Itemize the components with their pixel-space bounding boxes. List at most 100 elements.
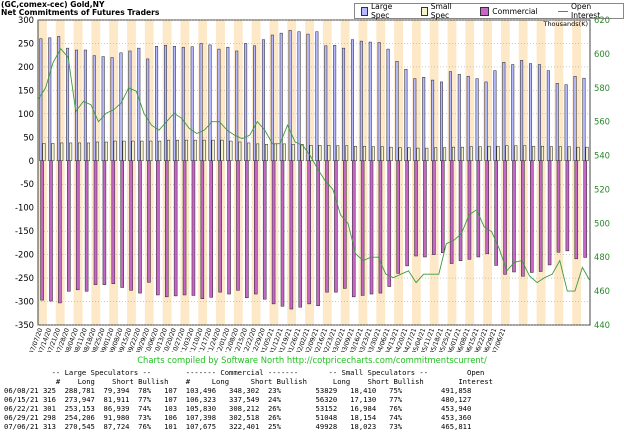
large-spec-bar: [92, 55, 96, 162]
right-axis-tick-label: 540: [594, 151, 610, 161]
small-spec-bar: [425, 147, 429, 162]
legend-swatch: [480, 6, 490, 16]
large-spec-bar: [110, 57, 114, 162]
commercial-bar: [218, 160, 222, 293]
left-axis-tick-label: -150: [15, 226, 34, 236]
commercial-bar: [556, 160, 561, 253]
small-spec-bar: [362, 145, 366, 162]
small-spec-bar: [380, 146, 384, 162]
small-spec-bar: [487, 145, 491, 162]
commercial-bar: [200, 160, 205, 299]
large-spec-bar: [537, 64, 541, 162]
large-spec-bar: [253, 45, 257, 162]
credit-text[interactable]: Charts compiled by Software North http:/…: [137, 355, 487, 365]
right-axis-tick-label: 460: [594, 286, 610, 296]
right-axis-unit: Thousands(K): [542, 20, 588, 28]
large-spec-bar: [511, 64, 515, 162]
commercial-bar: [67, 160, 71, 292]
commercial-bar: [164, 160, 169, 298]
commercial-bar: [307, 160, 311, 305]
large-spec-bar: [457, 74, 461, 162]
commercial-bar: [84, 160, 89, 292]
small-spec-bar: [265, 144, 269, 162]
cot-chart: 300250200150100500-50-100-150-200-250-30…: [15, 15, 610, 352]
large-spec-bar: [244, 43, 248, 162]
small-spec-bar: [291, 144, 295, 162]
large-spec-bar: [555, 83, 559, 162]
commercial-bar: [289, 160, 294, 310]
small-spec-bar: [541, 145, 545, 162]
commercial-bar: [40, 160, 44, 301]
legend-label: Commercial: [492, 6, 538, 16]
table-header-2: # Long Short Bullish # Long Short Bullis…: [4, 377, 493, 386]
large-spec-bar: [422, 76, 426, 162]
left-axis-tick-label: 300: [18, 15, 34, 25]
small-spec-bar: [389, 146, 393, 162]
large-spec-bar: [573, 76, 577, 162]
commercial-bar: [343, 160, 347, 289]
large-spec-bar: [386, 48, 390, 162]
large-spec-bar: [172, 46, 176, 162]
large-spec-bar: [146, 58, 150, 162]
small-spec-bar: [69, 142, 73, 162]
commercial-bar: [49, 160, 53, 302]
large-spec-bar: [208, 44, 212, 162]
large-spec-bar: [475, 78, 479, 162]
small-spec-bar: [51, 143, 55, 162]
commercial-bar: [458, 160, 463, 261]
small-spec-bar: [167, 139, 171, 162]
small-spec-bar: [149, 140, 153, 162]
left-axis-tick-label: -250: [15, 273, 34, 283]
large-spec-bar: [235, 50, 239, 162]
small-spec-bar: [451, 146, 455, 162]
left-axis-tick-label: 0: [29, 156, 34, 166]
small-spec-bar: [247, 142, 251, 162]
left-axis-tick-label: 100: [18, 109, 34, 119]
commercial-bar: [316, 160, 320, 307]
large-spec-bar: [66, 47, 70, 162]
commercial-bar: [565, 160, 570, 252]
commercial-bar: [414, 160, 418, 257]
small-spec-bar: [496, 145, 500, 162]
commercial-bar: [387, 160, 392, 287]
commercial-bar: [378, 160, 383, 294]
right-axis-tick-label: 480: [594, 252, 610, 262]
commercial-bar: [236, 160, 240, 291]
small-spec-bar: [443, 147, 447, 162]
small-spec-bar: [460, 146, 464, 162]
small-spec-bar: [558, 146, 562, 162]
small-spec-bar: [514, 145, 518, 162]
large-spec-bar: [342, 47, 346, 162]
commercial-bar: [271, 160, 276, 305]
right-axis-tick-label: 600: [594, 49, 610, 59]
small-spec-bar: [371, 146, 375, 162]
legend-item: Commercial: [480, 6, 551, 16]
large-spec-bar: [359, 40, 363, 162]
large-spec-bar: [155, 46, 159, 162]
large-spec-bar: [439, 81, 443, 162]
legend-item: Large Spec: [361, 2, 415, 20]
small-spec-bar: [345, 145, 349, 162]
small-spec-bar: [469, 146, 473, 162]
left-axis-tick-label: -300: [15, 297, 34, 307]
commercial-bar: [129, 160, 133, 291]
table-header-1: -- Large Speculators -- ------- Commerci…: [4, 368, 485, 377]
commercial-bar: [280, 160, 285, 307]
left-axis-tick-label: -100: [15, 203, 34, 213]
commercial-bar: [583, 160, 587, 258]
large-spec-bar: [297, 31, 301, 162]
small-spec-bar: [175, 139, 179, 162]
commercial-bar: [254, 160, 258, 295]
large-spec-bar: [546, 70, 550, 162]
large-spec-bar: [431, 79, 435, 162]
commercial-bar: [360, 160, 365, 296]
small-spec-bar: [202, 139, 206, 162]
right-axis-tick-label: 520: [594, 184, 610, 194]
small-spec-bar: [282, 143, 286, 162]
commercial-bar: [147, 160, 151, 283]
large-spec-bar: [288, 30, 292, 162]
small-spec-bar: [336, 145, 340, 162]
small-spec-bar: [211, 139, 215, 162]
small-spec-bar: [184, 139, 188, 162]
large-spec-bar: [306, 33, 310, 162]
